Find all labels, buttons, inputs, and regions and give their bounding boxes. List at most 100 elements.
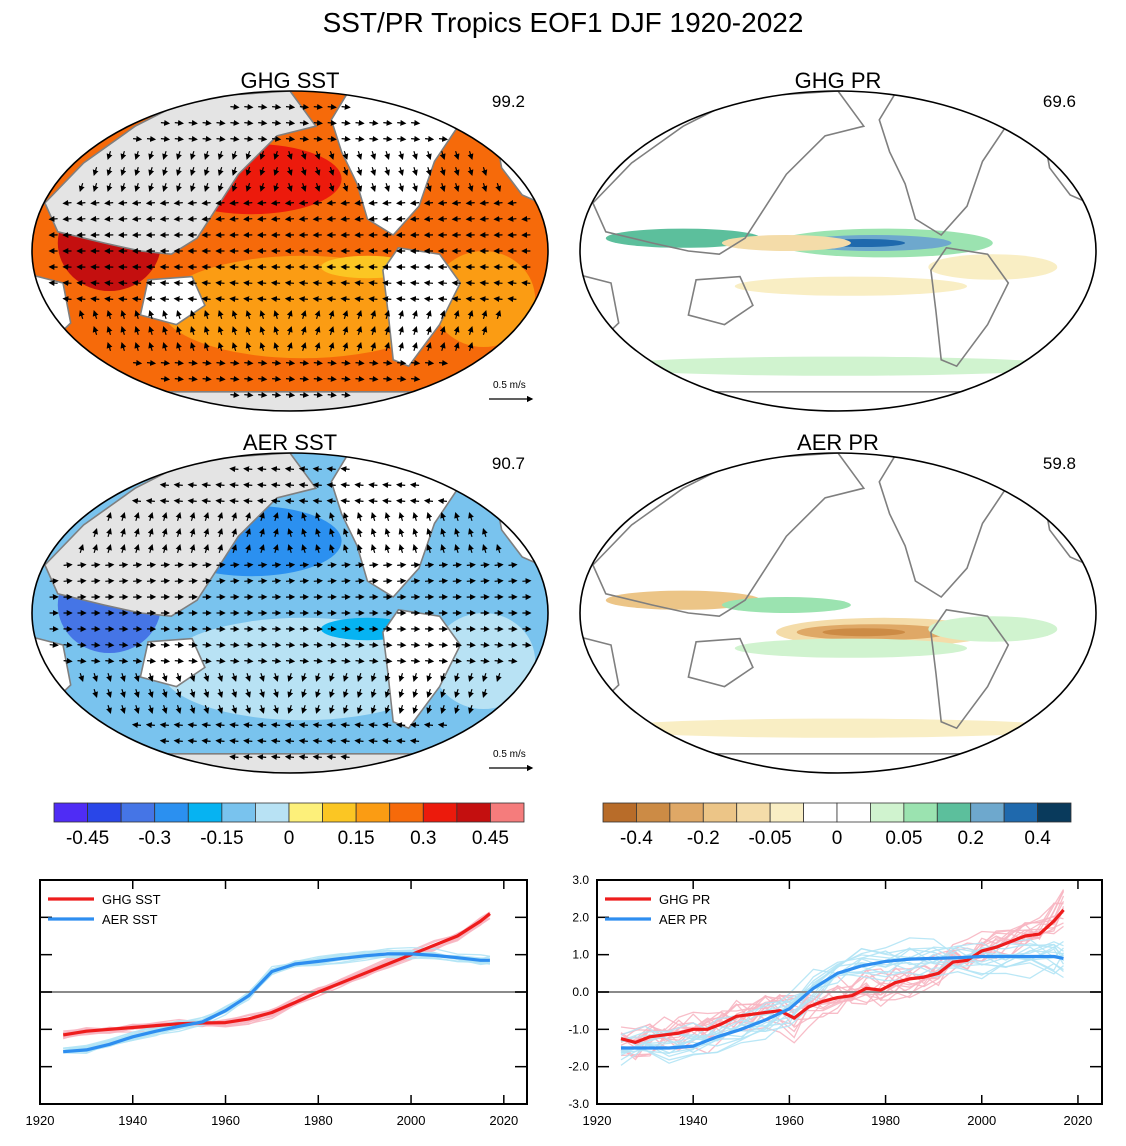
- wind-vector: [145, 296, 155, 303]
- wind-vector: [327, 391, 337, 398]
- wind-vector: [230, 641, 240, 648]
- wind-vector: [315, 512, 321, 521]
- x-tick-label: 1940: [118, 1113, 147, 1128]
- map-border: [31, 90, 549, 412]
- wind-vector: [398, 705, 405, 714]
- wind-vector: [176, 326, 182, 335]
- wind-vector: [314, 183, 321, 192]
- y-tick-label: -1.0: [568, 1022, 589, 1036]
- colorbar-swatch: [490, 802, 525, 823]
- wind-vector: [272, 578, 282, 585]
- wind-vector: [341, 578, 351, 585]
- wind-vector: [229, 722, 239, 729]
- wind-vector: [508, 641, 518, 648]
- wind-vector: [173, 296, 183, 303]
- wind-vector: [287, 528, 294, 537]
- colorbar-swatch: [389, 802, 424, 823]
- wind-vector: [354, 296, 364, 303]
- wind-vector: [217, 183, 224, 192]
- wind-vector: [118, 199, 128, 206]
- wind-vector: [479, 199, 489, 206]
- wind-vector: [161, 544, 168, 553]
- wind-vector: [259, 342, 266, 351]
- ensemble-member-line: [620, 949, 1065, 1061]
- figure-title: SST/PR Tropics EOF1 DJF 1920-2022: [323, 7, 804, 38]
- wind-vector: [354, 738, 364, 745]
- wind-vector: [326, 754, 336, 761]
- wind-vector: [173, 722, 183, 729]
- wind-vector: [216, 641, 226, 648]
- wind-vector: [369, 641, 379, 648]
- wind-vector: [92, 528, 98, 537]
- wind-vector: [355, 359, 365, 366]
- wind-vector: [425, 167, 432, 176]
- wind-vector: [328, 326, 335, 335]
- ensemble-member-line: [620, 962, 1064, 1054]
- wind-vector: [384, 183, 390, 192]
- wind-vector: [173, 199, 183, 206]
- wind-vector: [507, 280, 517, 287]
- wind-vector: [187, 215, 197, 222]
- wind-vector: [133, 673, 140, 682]
- wind-vector: [202, 657, 212, 664]
- wind-vector: [481, 326, 488, 335]
- wind-vector: [119, 641, 129, 648]
- wind-vector: [370, 342, 377, 351]
- wind-vector: [285, 103, 296, 110]
- wind-vector: [412, 689, 419, 698]
- wind-vector: [62, 296, 72, 303]
- wind-vector: [216, 657, 226, 664]
- wind-vector: [341, 103, 351, 110]
- wind-vectors: [48, 103, 531, 398]
- series-line: [62, 912, 491, 1037]
- wind-vector: [106, 310, 113, 319]
- wind-vector: [272, 641, 282, 648]
- wind-vector: [398, 544, 405, 553]
- wind-vector: [299, 375, 310, 382]
- wind-vector: [190, 167, 196, 176]
- wind-vector: [245, 183, 252, 192]
- x-tick-label: 2020: [1063, 1113, 1092, 1128]
- wind-vector: [356, 151, 363, 160]
- colorbar-tick-label: -0.3: [138, 828, 171, 849]
- precip-band: [721, 235, 851, 251]
- wind-vector: [230, 562, 240, 569]
- x-tick-label: 1960: [211, 1113, 240, 1128]
- wind-vector: [120, 326, 127, 335]
- wind-vector: [327, 562, 337, 569]
- wind-vector: [159, 482, 169, 489]
- wind-vector: [356, 689, 363, 698]
- wind-vector: [299, 641, 310, 648]
- wind-vector: [440, 689, 447, 698]
- wind-vector: [298, 199, 308, 206]
- wind-vector: [298, 498, 308, 505]
- wind-vector: [188, 562, 198, 569]
- wind-vector: [273, 512, 279, 521]
- wind-vector: [439, 167, 446, 176]
- wind-vector: [383, 641, 393, 648]
- wind-vector: [298, 738, 308, 745]
- wind-vector: [187, 738, 197, 745]
- wind-vector: [257, 280, 267, 287]
- wind-vector: [258, 375, 268, 382]
- wind-vector: [190, 310, 196, 319]
- wind-vector: [272, 135, 282, 142]
- wind-vector: [368, 280, 378, 287]
- wind-vector: [174, 562, 184, 569]
- wind-vector: [412, 673, 419, 682]
- colorbar-swatch: [288, 802, 323, 823]
- wind-vector: [383, 359, 393, 366]
- wind-vector: [174, 641, 184, 648]
- wind-vector: [368, 722, 378, 729]
- wind-vector: [340, 296, 350, 303]
- wind-vector: [300, 326, 307, 335]
- colorbar-swatch: [187, 802, 223, 823]
- wind-vector: [396, 280, 406, 287]
- wind-vector: [354, 215, 364, 222]
- series-line: [63, 952, 490, 1054]
- wind-vector: [120, 151, 127, 160]
- wind-vector: [468, 705, 474, 714]
- wind-vector: [454, 528, 460, 537]
- wind-vector: [92, 544, 98, 553]
- wind-vector: [134, 167, 141, 176]
